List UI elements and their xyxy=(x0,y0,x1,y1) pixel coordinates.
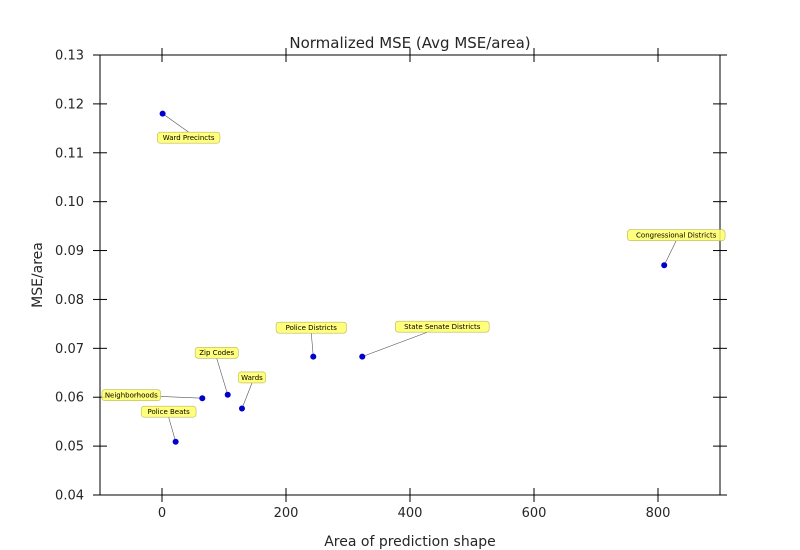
chart-title: Normalized MSE (Avg MSE/area) xyxy=(289,34,530,52)
y-tick-label: 0.13 xyxy=(55,49,84,64)
y-tick-label: 0.11 xyxy=(55,146,84,161)
y-tick-label: 0.06 xyxy=(55,391,84,406)
data-points xyxy=(159,110,668,445)
y-tick-label: 0.05 xyxy=(55,440,84,455)
x-axis-title: Area of prediction shape xyxy=(324,534,496,550)
annotation-box xyxy=(140,405,197,418)
data-point xyxy=(199,395,206,402)
annotation-box xyxy=(275,321,347,334)
annotation-box xyxy=(101,389,161,402)
annotation-label: Congressional Districts xyxy=(636,232,717,240)
annotation-label: Wards xyxy=(241,374,263,382)
annotation-connector xyxy=(241,382,253,409)
x-tick-label: 200 xyxy=(274,506,299,521)
y-tick-label: 0.10 xyxy=(55,195,84,210)
annotation-label: State Senate Districts xyxy=(404,323,481,331)
annotation-box xyxy=(237,371,267,384)
data-point xyxy=(159,110,166,117)
y-tick-label: 0.08 xyxy=(55,293,84,308)
data-point xyxy=(172,438,179,445)
y-tick-label: 0.07 xyxy=(55,342,84,357)
data-point xyxy=(359,353,366,360)
y-tick-label: 0.04 xyxy=(55,489,84,504)
y-axis-title: MSE/area xyxy=(30,242,46,308)
data-point xyxy=(661,262,668,269)
annotation-connector xyxy=(663,240,677,266)
plot-area xyxy=(99,54,721,496)
annotation-box xyxy=(627,229,726,242)
annotation-label: Police Districts xyxy=(286,324,338,332)
axis-ticks: 0 200 400 600 800 0.04 0.05 0.06 0.07 0.08 0.09 0.1… xyxy=(55,48,727,521)
x-tick-label: 0 xyxy=(158,506,166,521)
annotation-connector xyxy=(168,417,176,442)
y-tick-label: 0.09 xyxy=(55,244,84,259)
annotation-connector xyxy=(162,113,189,133)
annotation-box xyxy=(194,346,239,359)
annotation-label: Ward Precincts xyxy=(163,134,215,142)
x-tick-label: 400 xyxy=(398,506,423,521)
data-point xyxy=(310,353,317,360)
annotation-box xyxy=(157,131,221,144)
annotations: Ward Precincts Congressional Districts Pol… xyxy=(101,131,726,418)
annotation-connector xyxy=(216,358,229,395)
annotation-connector xyxy=(310,333,314,357)
x-tick-label: 800 xyxy=(646,506,671,521)
annotation-label: Zip Codes xyxy=(199,349,234,357)
data-point xyxy=(238,405,245,412)
y-tick-label: 0.12 xyxy=(55,97,84,112)
annotation-label: Neighborhoods xyxy=(105,392,158,400)
data-point xyxy=(224,391,231,398)
x-tick-label: 600 xyxy=(522,506,547,521)
annotation-label: Police Beats xyxy=(147,408,190,416)
annotation-box xyxy=(395,320,490,333)
